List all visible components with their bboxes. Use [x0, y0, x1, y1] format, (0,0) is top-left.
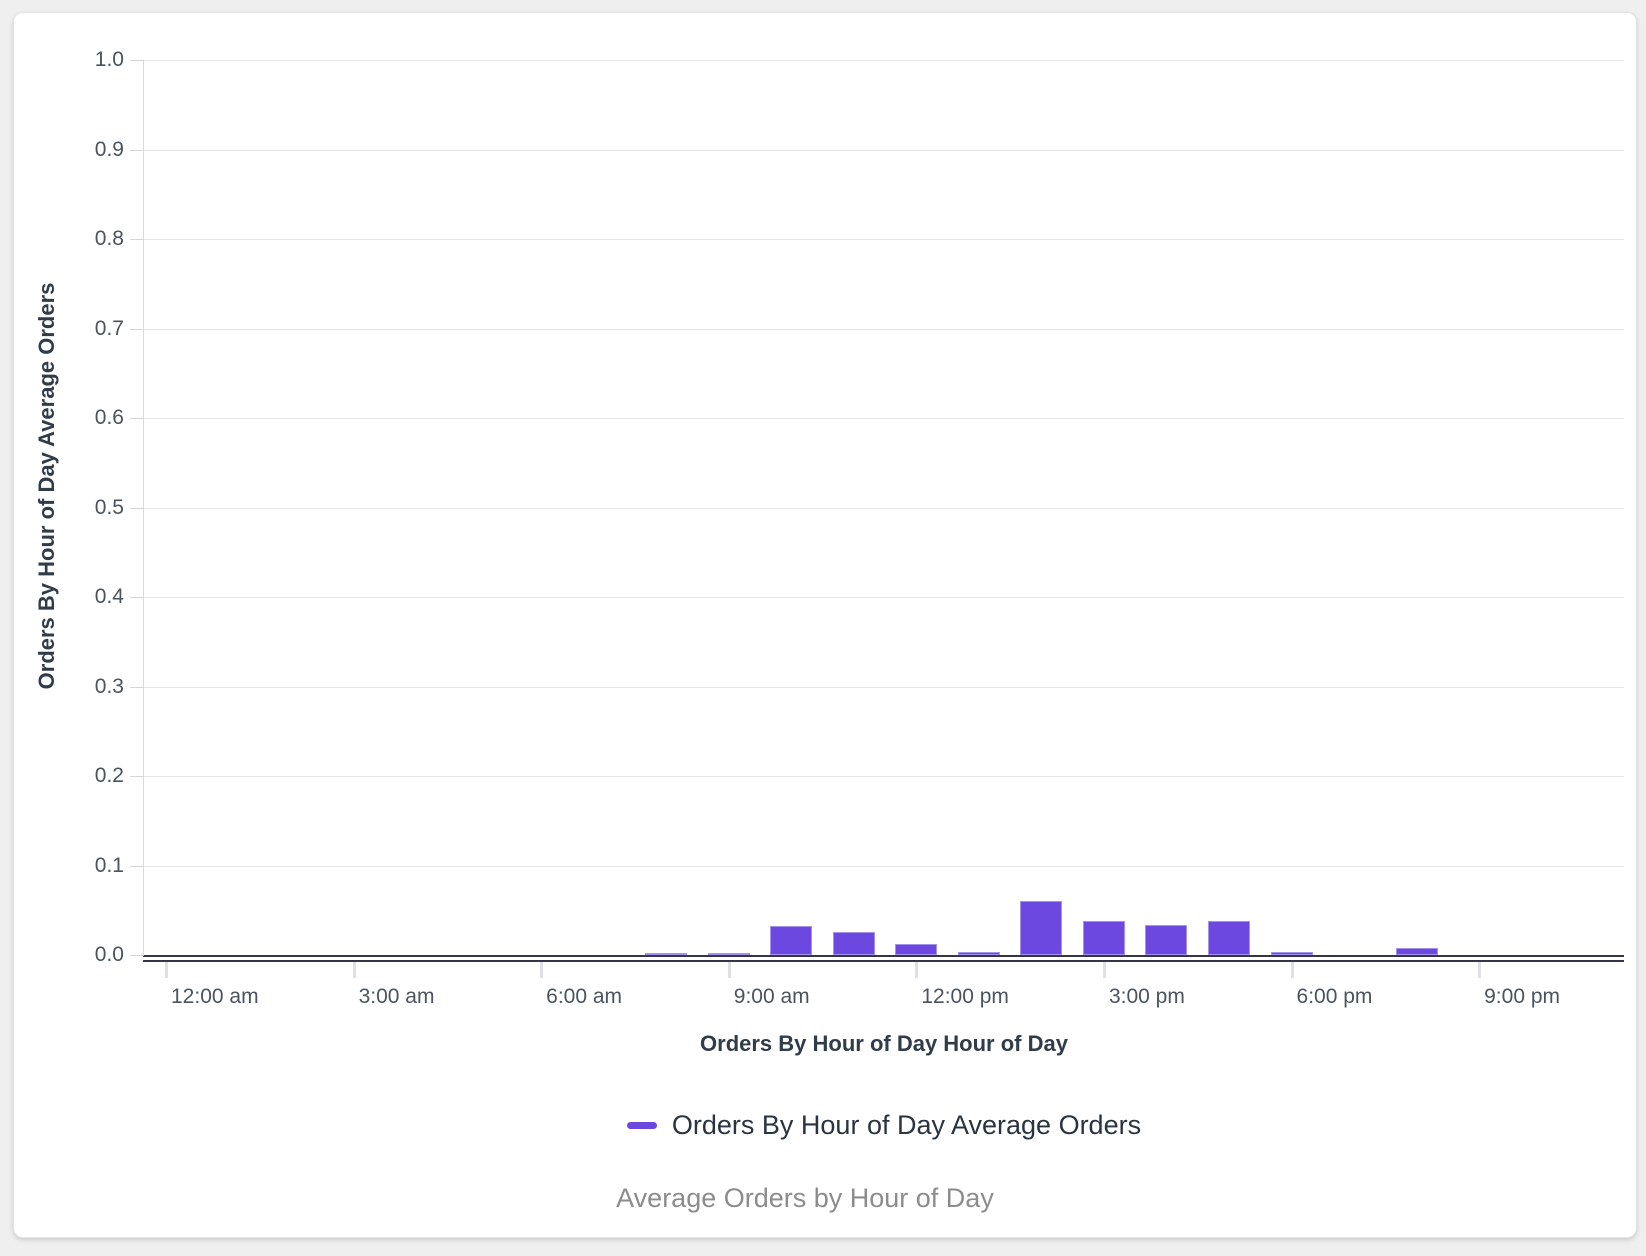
x-tick-label: 12:00 pm — [921, 985, 1009, 1008]
bar-3-00-pm[interactable] — [1082, 921, 1125, 955]
x-tick-mark — [1290, 962, 1294, 978]
x-tick-label: 3:00 am — [358, 985, 435, 1008]
y-tick-label: 0.5 — [94, 495, 124, 519]
y-tick-mark — [130, 149, 144, 151]
bar-5-00-pm[interactable] — [1208, 921, 1250, 955]
y-grid-line — [143, 597, 1624, 598]
x-tick-label: 6:00 pm — [1296, 985, 1373, 1008]
legend: Orders By Hour of Day Average Orders — [144, 1109, 1624, 1141]
x-tick-label: 3:00 pm — [1108, 985, 1185, 1008]
x-tick-label: 9:00 am — [733, 985, 810, 1008]
y-grid-line — [143, 776, 1624, 777]
bar-11-00-am[interactable] — [832, 932, 875, 955]
y-tick-mark — [130, 418, 144, 419]
x-tick-label: 6:00 am — [546, 985, 623, 1008]
chart-title: Average Orders by Hour of Day — [616, 1183, 994, 1213]
y-tick-mark — [130, 865, 144, 867]
x-tick-mark — [915, 962, 919, 978]
bar-12-00-pm[interactable] — [895, 944, 938, 955]
y-tick-label: 0.3 — [94, 674, 124, 698]
x-tick-mark — [727, 962, 731, 978]
y-tick-mark — [130, 239, 144, 240]
y-tick-mark — [130, 686, 144, 688]
y-tick-label: 0.8 — [94, 227, 124, 250]
y-grid-line — [143, 865, 1624, 867]
y-grid-line — [143, 686, 1624, 688]
y-grid-line — [143, 507, 1624, 509]
legend-dash-icon — [626, 1121, 657, 1129]
x-tick-mark — [1102, 962, 1106, 978]
bar-10-00-am[interactable] — [770, 926, 813, 955]
x-tick-label: 9:00 pm — [1484, 985, 1561, 1008]
bar-8-00-am[interactable] — [645, 953, 688, 955]
y-tick-label: 0.1 — [94, 853, 124, 877]
x-tick-mark — [165, 962, 168, 978]
chart-card: 0.0 0.1 0.2 0.3 0.4 0.5 0.6 0.7 0.8 0.9 1.0 12:00 a… — [13, 12, 1637, 1238]
legend-item-label: Orders By Hour of Day Average Orders — [671, 1110, 1142, 1140]
x-tick-mark — [352, 962, 356, 978]
x-axis-title: Orders By Hour of Day Hour of Day — [700, 1031, 1068, 1056]
y-tick-mark — [130, 597, 144, 598]
x-tick-mark — [1478, 962, 1482, 978]
bar-9-00-am[interactable] — [707, 953, 750, 955]
y-grid-line — [143, 239, 1624, 240]
y-axis-title-text: Orders By Hour of Day Average Orders — [34, 282, 59, 690]
y-tick-mark — [130, 507, 144, 509]
y-tick-mark — [130, 60, 144, 61]
y-tick-label: 0.7 — [94, 316, 124, 340]
y-tick-label: 0.6 — [94, 406, 124, 429]
y-grid-line — [143, 328, 1624, 330]
bar-2-00-pm[interactable] — [1020, 901, 1063, 955]
bar-1-00-pm[interactable] — [957, 952, 1000, 955]
y-tick-label: 0.4 — [94, 585, 124, 608]
y-tick-mark — [130, 955, 144, 956]
bar-8-00-pm[interactable] — [1395, 948, 1438, 955]
y-tick-mark — [130, 776, 144, 777]
y-grid-line — [143, 418, 1624, 419]
bar-6-00-pm[interactable] — [1270, 952, 1313, 955]
y-grid-line — [143, 60, 1624, 61]
x-tick-mark — [540, 962, 544, 978]
legend-item[interactable]: Orders By Hour of Day Average Orders — [626, 1109, 1142, 1141]
x-tick-label: 12:00 am — [171, 985, 259, 1008]
y-tick-label: 0.0 — [94, 943, 124, 966]
y-tick-label: 0.2 — [94, 764, 124, 787]
y-tick-mark — [130, 328, 144, 330]
y-tick-label: 1.0 — [94, 48, 124, 71]
y-grid-line — [143, 149, 1624, 151]
y-tick-label: 0.9 — [94, 137, 124, 161]
x-axis-line — [143, 955, 1624, 962]
bar-4-00-pm[interactable] — [1145, 925, 1188, 955]
